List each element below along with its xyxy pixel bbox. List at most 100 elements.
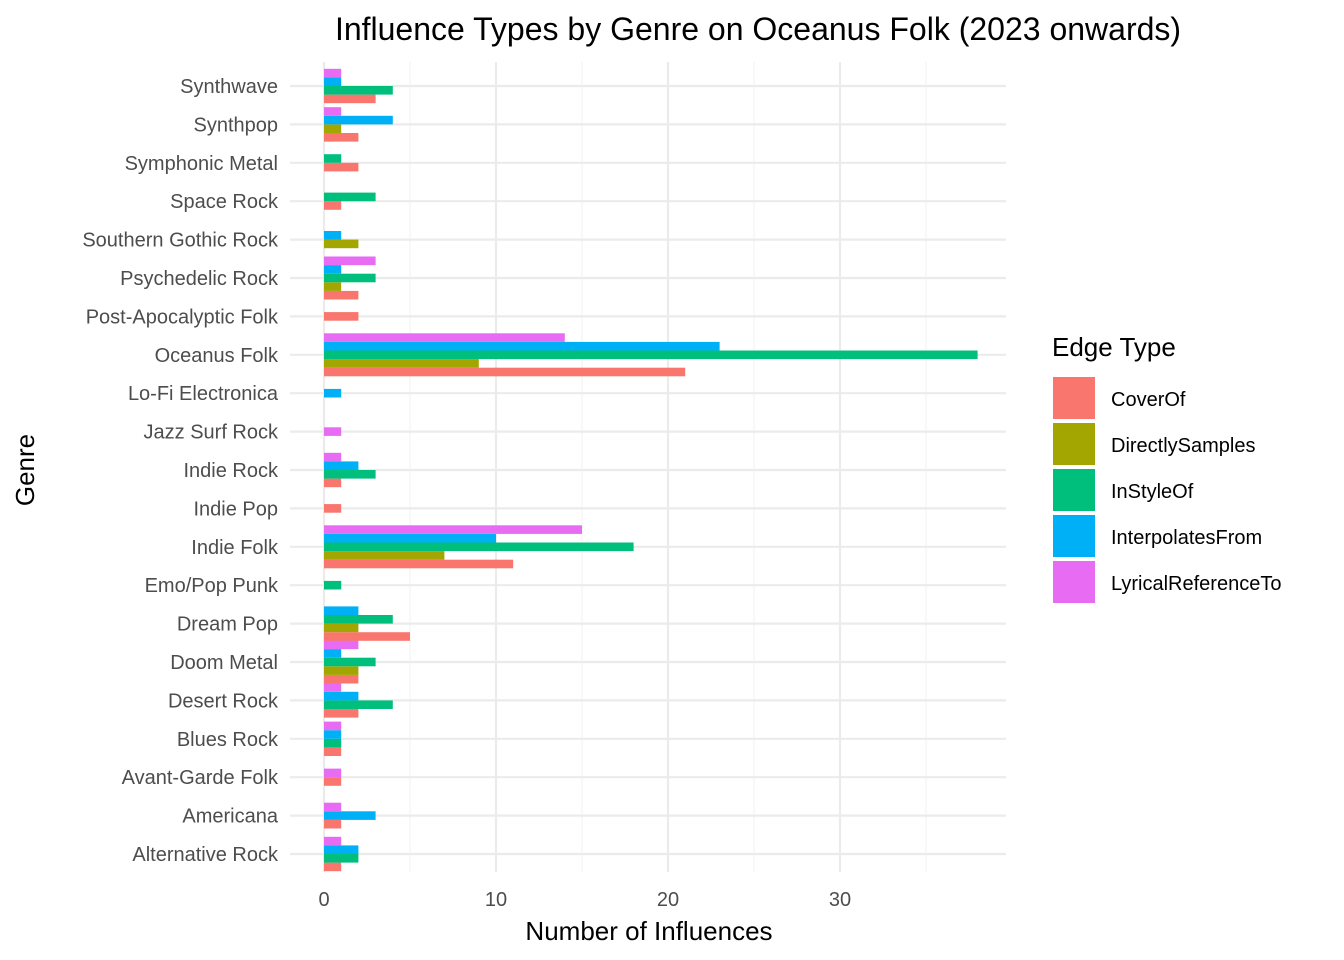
bar-symphonic-metal-coverof — [324, 162, 359, 172]
bar-synthwave-coverof — [324, 94, 376, 104]
bar-southern-gothic-rock-directlysamples — [324, 239, 359, 249]
y-tick-label: Alternative Rock — [132, 844, 279, 866]
bar-indie-folk-instyleof — [324, 542, 634, 552]
bar-space-rock-instyleof — [324, 192, 376, 202]
y-tick-label: Emo/Pop Punk — [145, 575, 279, 597]
x-tick-label: 10 — [485, 889, 507, 911]
chart-title: Influence Types by Genre on Oceanus Folk… — [335, 11, 1181, 47]
bar-jazz-surf-rock-lyricalreferenceto — [324, 427, 342, 436]
bar-desert-rock-lyricalreferenceto — [324, 683, 342, 692]
legend-key-interpolatesfrom — [1053, 515, 1095, 557]
legend-key-coverof — [1053, 377, 1095, 419]
legend-label-instyleof: InStyleOf — [1111, 481, 1194, 503]
legend-key-instyleof — [1053, 469, 1095, 511]
legend: Edge Type CoverOf DirectlySamples InStyleO… — [1052, 332, 1281, 603]
y-tick-label: Space Rock — [170, 191, 279, 213]
bar-post-apocalyptic-folk-coverof — [324, 312, 359, 321]
bar-southern-gothic-rock-interpolatesfrom — [324, 231, 342, 240]
x-tick-label: 0 — [318, 889, 329, 911]
bar-dream-pop-instyleof — [324, 615, 393, 624]
bar-synthwave-instyleof — [324, 86, 393, 95]
x-axis-tick-labels: 0 10 20 30 — [318, 889, 851, 911]
bar-doom-metal-instyleof — [324, 657, 376, 667]
bar-synthpop-coverof — [324, 133, 359, 142]
bar-desert-rock-instyleof — [324, 700, 393, 709]
bar-emo-pop-punk-instyleof — [324, 580, 342, 590]
bar-psychedelic-rock-coverof — [324, 290, 359, 300]
legend-label-directlysamples: DirectlySamples — [1111, 435, 1255, 457]
legend-key-directlysamples — [1053, 423, 1095, 465]
bar-symphonic-metal-instyleof — [324, 154, 342, 163]
y-axis-tick-labels: Alternative Rock Americana Avant-Garde Fol… — [82, 76, 279, 866]
bar-desert-rock-interpolatesfrom — [324, 691, 359, 701]
bar-dream-pop-coverof — [324, 632, 410, 641]
plot-area — [290, 62, 1006, 872]
bar-oceanus-folk-lyricalreferenceto — [324, 333, 565, 342]
bar-avant-garde-folk-coverof — [324, 777, 342, 786]
bar-dream-pop-interpolatesfrom — [324, 606, 359, 615]
bar-americana-lyricalreferenceto — [324, 802, 342, 812]
y-tick-label: Indie Folk — [191, 537, 279, 559]
bar-indie-rock-interpolatesfrom — [324, 461, 359, 470]
y-tick-label: Southern Gothic Rock — [82, 230, 279, 252]
bar-psychedelic-rock-directlysamples — [324, 282, 342, 291]
bar-oceanus-folk-directlysamples — [324, 359, 479, 368]
minor-gridlines — [409, 62, 927, 872]
bar-doom-metal-directlysamples — [324, 666, 359, 675]
bar-synthwave-interpolatesfrom — [324, 77, 342, 86]
y-tick-label: Post-Apocalyptic Folk — [86, 306, 279, 328]
y-tick-label: Psychedelic Rock — [120, 268, 279, 290]
bar-psychedelic-rock-interpolatesfrom — [324, 265, 342, 274]
legend-label-coverof: CoverOf — [1111, 389, 1186, 411]
bar-oceanus-folk-interpolatesfrom — [324, 341, 720, 351]
y-tick-label: Desert Rock — [168, 690, 279, 712]
y-tick-label: Indie Pop — [193, 498, 278, 520]
legend-title: Edge Type — [1052, 332, 1176, 362]
y-tick-label: Lo-Fi Electronica — [128, 383, 279, 405]
y-tick-label: Doom Metal — [170, 652, 278, 674]
x-axis-title: Number of Influences — [525, 916, 772, 946]
y-tick-label: Oceanus Folk — [155, 345, 279, 367]
y-tick-label: Synthpop — [193, 114, 278, 136]
bar-blues-rock-instyleof — [324, 738, 342, 748]
bar-indie-folk-directlysamples — [324, 551, 445, 560]
bar-indie-folk-lyricalreferenceto — [324, 525, 582, 534]
bar-indie-rock-instyleof — [324, 470, 376, 479]
y-tick-label: Symphonic Metal — [125, 153, 278, 175]
major-gridlines — [290, 62, 1006, 872]
bars — [324, 68, 978, 872]
bar-avant-garde-folk-lyricalreferenceto — [324, 768, 342, 778]
y-tick-label: Dream Pop — [177, 614, 278, 636]
y-tick-label: Indie Rock — [184, 460, 279, 482]
y-axis-title: Genre — [10, 434, 40, 506]
bar-indie-pop-coverof — [324, 504, 342, 513]
bar-indie-rock-coverof — [324, 478, 342, 488]
bar-alternative-rock-coverof — [324, 862, 342, 872]
legend-label-lyricalreferenceto: LyricalReferenceTo — [1111, 573, 1281, 595]
x-tick-label: 20 — [657, 889, 679, 911]
bar-alternative-rock-lyricalreferenceto — [324, 836, 342, 846]
bar-indie-folk-interpolatesfrom — [324, 533, 496, 543]
y-tick-label: Jazz Surf Rock — [144, 422, 279, 444]
bar-americana-interpolatesfrom — [324, 811, 376, 820]
y-tick-label: Synthwave — [180, 76, 278, 98]
bar-doom-metal-coverof — [324, 674, 359, 684]
bar-doom-metal-interpolatesfrom — [324, 649, 342, 658]
bar-oceanus-folk-instyleof — [324, 350, 978, 360]
y-tick-label: Blues Rock — [177, 729, 279, 751]
y-tick-label: Avant-Garde Folk — [122, 767, 279, 789]
y-tick-label: Americana — [182, 806, 278, 828]
bar-blues-rock-lyricalreferenceto — [324, 721, 342, 731]
bar-alternative-rock-interpolatesfrom — [324, 845, 359, 854]
bar-psychedelic-rock-lyricalreferenceto — [324, 256, 376, 266]
bar-psychedelic-rock-instyleof — [324, 273, 376, 283]
legend-label-interpolatesfrom: InterpolatesFrom — [1111, 527, 1262, 549]
bar-space-rock-coverof — [324, 201, 342, 210]
legend-items: CoverOf DirectlySamples InStyleOf Interpola… — [1053, 377, 1281, 603]
bar-indie-rock-lyricalreferenceto — [324, 452, 342, 462]
bar-synthpop-directlysamples — [324, 124, 342, 133]
bar-lo-fi-electronica-interpolatesfrom — [324, 388, 342, 398]
bar-alternative-rock-instyleof — [324, 854, 359, 863]
bar-indie-folk-coverof — [324, 559, 514, 569]
x-tick-label: 30 — [829, 889, 851, 911]
